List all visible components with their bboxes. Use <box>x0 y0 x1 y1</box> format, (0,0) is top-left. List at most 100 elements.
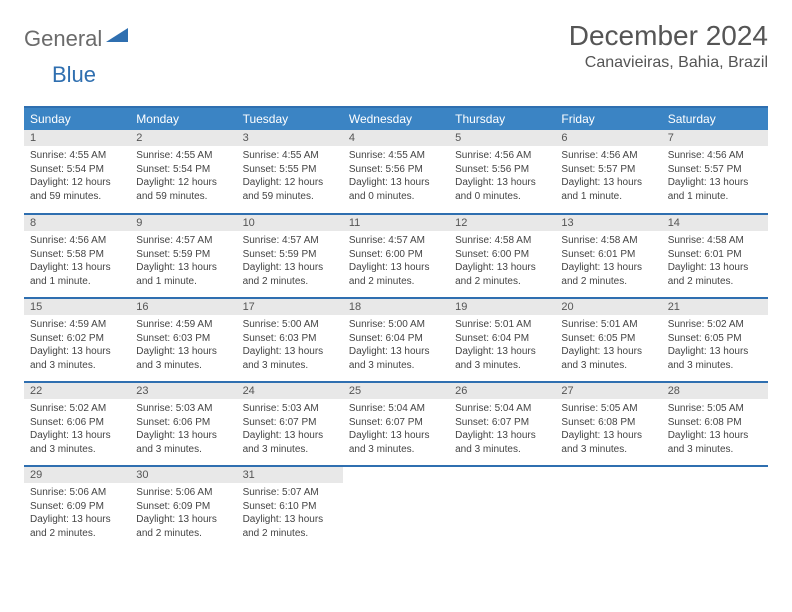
day-number: 17 <box>237 299 343 315</box>
calendar-day-cell: 2Sunrise: 4:55 AMSunset: 5:54 PMDaylight… <box>130 130 236 214</box>
weekday-header: Friday <box>555 107 661 130</box>
calendar-day-cell: 11Sunrise: 4:57 AMSunset: 6:00 PMDayligh… <box>343 214 449 298</box>
day-number: 16 <box>130 299 236 315</box>
calendar-day-cell: 18Sunrise: 5:00 AMSunset: 6:04 PMDayligh… <box>343 298 449 382</box>
day-content: Sunrise: 4:56 AMSunset: 5:57 PMDaylight:… <box>555 146 661 206</box>
day-content: Sunrise: 5:05 AMSunset: 6:08 PMDaylight:… <box>662 399 768 459</box>
day-number: 11 <box>343 215 449 231</box>
calendar-day-cell: 17Sunrise: 5:00 AMSunset: 6:03 PMDayligh… <box>237 298 343 382</box>
day-number: 4 <box>343 130 449 146</box>
calendar-day-cell: .. <box>343 466 449 550</box>
day-number: 28 <box>662 383 768 399</box>
calendar-day-cell: 14Sunrise: 4:58 AMSunset: 6:01 PMDayligh… <box>662 214 768 298</box>
day-number: 24 <box>237 383 343 399</box>
day-number: 21 <box>662 299 768 315</box>
calendar-day-cell: 26Sunrise: 5:04 AMSunset: 6:07 PMDayligh… <box>449 382 555 466</box>
weekday-header: Saturday <box>662 107 768 130</box>
calendar-day-cell: 8Sunrise: 4:56 AMSunset: 5:58 PMDaylight… <box>24 214 130 298</box>
calendar-body: 1Sunrise: 4:55 AMSunset: 5:54 PMDaylight… <box>24 130 768 550</box>
day-content: Sunrise: 4:55 AMSunset: 5:54 PMDaylight:… <box>130 146 236 206</box>
calendar-week-row: 22Sunrise: 5:02 AMSunset: 6:06 PMDayligh… <box>24 382 768 466</box>
day-content: Sunrise: 4:55 AMSunset: 5:55 PMDaylight:… <box>237 146 343 206</box>
day-content: Sunrise: 4:59 AMSunset: 6:03 PMDaylight:… <box>130 315 236 375</box>
calendar-day-cell: .. <box>449 466 555 550</box>
calendar-day-cell: 29Sunrise: 5:06 AMSunset: 6:09 PMDayligh… <box>24 466 130 550</box>
day-content: Sunrise: 4:58 AMSunset: 6:00 PMDaylight:… <box>449 231 555 291</box>
location: Canavieiras, Bahia, Brazil <box>569 54 768 72</box>
day-number: 30 <box>130 467 236 483</box>
day-content: Sunrise: 4:57 AMSunset: 6:00 PMDaylight:… <box>343 231 449 291</box>
calendar-week-row: 1Sunrise: 4:55 AMSunset: 5:54 PMDaylight… <box>24 130 768 214</box>
calendar-day-cell: 27Sunrise: 5:05 AMSunset: 6:08 PMDayligh… <box>555 382 661 466</box>
day-content: Sunrise: 5:03 AMSunset: 6:07 PMDaylight:… <box>237 399 343 459</box>
calendar-day-cell: 7Sunrise: 4:56 AMSunset: 5:57 PMDaylight… <box>662 130 768 214</box>
logo-text-general: General <box>24 26 102 52</box>
calendar-day-cell: .. <box>555 466 661 550</box>
weekday-header: Tuesday <box>237 107 343 130</box>
day-content: Sunrise: 4:56 AMSunset: 5:58 PMDaylight:… <box>24 231 130 291</box>
calendar-day-cell: 24Sunrise: 5:03 AMSunset: 6:07 PMDayligh… <box>237 382 343 466</box>
day-number: 26 <box>449 383 555 399</box>
logo-triangle-icon <box>106 28 128 51</box>
calendar-day-cell: 19Sunrise: 5:01 AMSunset: 6:04 PMDayligh… <box>449 298 555 382</box>
calendar-day-cell: 31Sunrise: 5:07 AMSunset: 6:10 PMDayligh… <box>237 466 343 550</box>
calendar-day-cell: 3Sunrise: 4:55 AMSunset: 5:55 PMDaylight… <box>237 130 343 214</box>
weekday-header: Monday <box>130 107 236 130</box>
weekday-header: Sunday <box>24 107 130 130</box>
day-content: Sunrise: 5:01 AMSunset: 6:04 PMDaylight:… <box>449 315 555 375</box>
day-number: 7 <box>662 130 768 146</box>
header: General December 2024 Canavieiras, Bahia… <box>24 20 768 72</box>
day-content: Sunrise: 4:57 AMSunset: 5:59 PMDaylight:… <box>237 231 343 291</box>
day-number: 10 <box>237 215 343 231</box>
day-number: 18 <box>343 299 449 315</box>
day-number: 5 <box>449 130 555 146</box>
day-number: 2 <box>130 130 236 146</box>
calendar-day-cell: 10Sunrise: 4:57 AMSunset: 5:59 PMDayligh… <box>237 214 343 298</box>
calendar-day-cell: 16Sunrise: 4:59 AMSunset: 6:03 PMDayligh… <box>130 298 236 382</box>
day-number: 3 <box>237 130 343 146</box>
day-content: Sunrise: 4:57 AMSunset: 5:59 PMDaylight:… <box>130 231 236 291</box>
calendar-day-cell: 21Sunrise: 5:02 AMSunset: 6:05 PMDayligh… <box>662 298 768 382</box>
day-content: Sunrise: 5:05 AMSunset: 6:08 PMDaylight:… <box>555 399 661 459</box>
day-content: Sunrise: 4:55 AMSunset: 5:56 PMDaylight:… <box>343 146 449 206</box>
day-number: 20 <box>555 299 661 315</box>
day-content: Sunrise: 5:01 AMSunset: 6:05 PMDaylight:… <box>555 315 661 375</box>
day-content: Sunrise: 4:55 AMSunset: 5:54 PMDaylight:… <box>24 146 130 206</box>
day-content: Sunrise: 5:06 AMSunset: 6:09 PMDaylight:… <box>130 483 236 543</box>
day-content: Sunrise: 5:07 AMSunset: 6:10 PMDaylight:… <box>237 483 343 543</box>
day-number: 27 <box>555 383 661 399</box>
calendar-day-cell: 13Sunrise: 4:58 AMSunset: 6:01 PMDayligh… <box>555 214 661 298</box>
weekday-header: Wednesday <box>343 107 449 130</box>
day-number: 6 <box>555 130 661 146</box>
calendar-day-cell: 22Sunrise: 5:02 AMSunset: 6:06 PMDayligh… <box>24 382 130 466</box>
day-number: 31 <box>237 467 343 483</box>
day-number: 8 <box>24 215 130 231</box>
calendar-day-cell: 25Sunrise: 5:04 AMSunset: 6:07 PMDayligh… <box>343 382 449 466</box>
day-content: Sunrise: 5:04 AMSunset: 6:07 PMDaylight:… <box>449 399 555 459</box>
calendar-day-cell: 15Sunrise: 4:59 AMSunset: 6:02 PMDayligh… <box>24 298 130 382</box>
day-number: 22 <box>24 383 130 399</box>
month-title: December 2024 <box>569 20 768 52</box>
calendar-day-cell: 30Sunrise: 5:06 AMSunset: 6:09 PMDayligh… <box>130 466 236 550</box>
calendar-week-row: 8Sunrise: 4:56 AMSunset: 5:58 PMDaylight… <box>24 214 768 298</box>
calendar-day-cell: 28Sunrise: 5:05 AMSunset: 6:08 PMDayligh… <box>662 382 768 466</box>
day-number: 9 <box>130 215 236 231</box>
day-content: Sunrise: 5:03 AMSunset: 6:06 PMDaylight:… <box>130 399 236 459</box>
calendar-day-cell: 12Sunrise: 4:58 AMSunset: 6:00 PMDayligh… <box>449 214 555 298</box>
logo: General <box>24 20 130 52</box>
weekday-header: Thursday <box>449 107 555 130</box>
logo-text-blue: Blue <box>52 62 96 87</box>
day-content: Sunrise: 4:56 AMSunset: 5:56 PMDaylight:… <box>449 146 555 206</box>
calendar-day-cell: 4Sunrise: 4:55 AMSunset: 5:56 PMDaylight… <box>343 130 449 214</box>
day-number: 13 <box>555 215 661 231</box>
day-number: 25 <box>343 383 449 399</box>
day-number: 12 <box>449 215 555 231</box>
day-content: Sunrise: 4:58 AMSunset: 6:01 PMDaylight:… <box>662 231 768 291</box>
calendar-day-cell: .. <box>662 466 768 550</box>
calendar-day-cell: 20Sunrise: 5:01 AMSunset: 6:05 PMDayligh… <box>555 298 661 382</box>
calendar-day-cell: 6Sunrise: 4:56 AMSunset: 5:57 PMDaylight… <box>555 130 661 214</box>
day-number: 14 <box>662 215 768 231</box>
calendar-table: SundayMondayTuesdayWednesdayThursdayFrid… <box>24 106 768 550</box>
day-content: Sunrise: 5:00 AMSunset: 6:03 PMDaylight:… <box>237 315 343 375</box>
day-number: 1 <box>24 130 130 146</box>
